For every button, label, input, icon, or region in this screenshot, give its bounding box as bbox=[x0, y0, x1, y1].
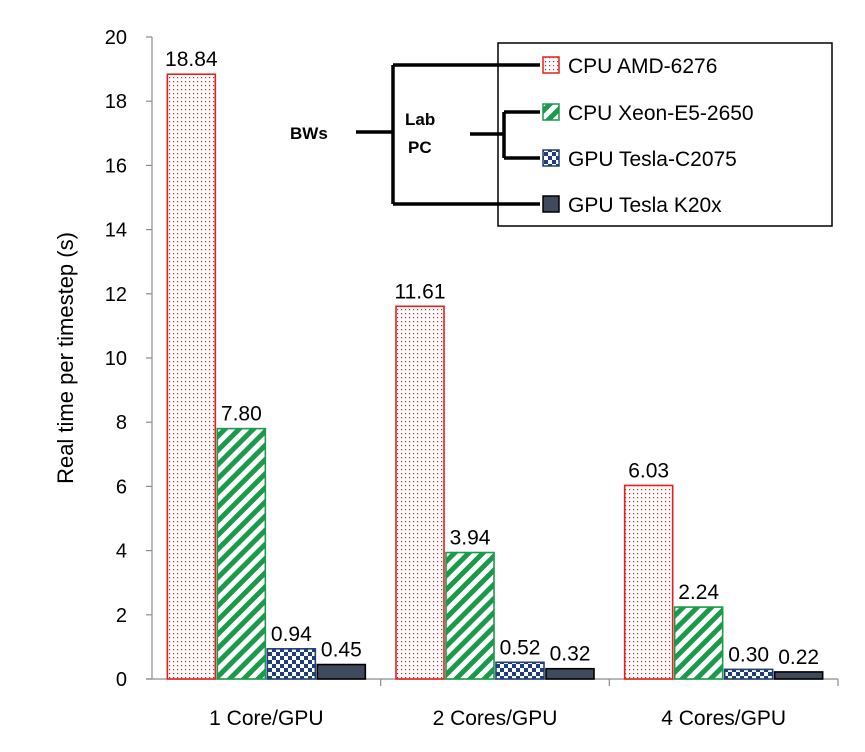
legend-group-pc: PC bbox=[408, 138, 432, 157]
data-label: 0.45 bbox=[321, 639, 362, 662]
data-label: 18.84 bbox=[165, 48, 218, 71]
data-label: 0.30 bbox=[728, 643, 769, 666]
data-label: 2.24 bbox=[678, 581, 719, 604]
bar bbox=[773, 671, 824, 680]
bars bbox=[166, 73, 824, 680]
y-tick-label: 12 bbox=[105, 284, 127, 306]
legend-swatch bbox=[542, 195, 560, 213]
legend-swatch bbox=[542, 103, 560, 121]
data-label: 11.61 bbox=[395, 280, 446, 303]
bar bbox=[266, 648, 317, 680]
legend-swatch bbox=[542, 56, 560, 74]
x-tick-label: 4 Cores/GPU bbox=[661, 707, 786, 730]
bar bbox=[723, 668, 774, 680]
bar bbox=[495, 661, 545, 680]
y-tick-label: 4 bbox=[116, 541, 127, 563]
legend-group-bws: BWs bbox=[290, 124, 328, 143]
y-tick-label: 14 bbox=[105, 220, 127, 242]
bar bbox=[623, 484, 674, 680]
y-tick-label: 16 bbox=[105, 155, 127, 177]
data-label: 0.94 bbox=[271, 623, 312, 646]
legend-group-lab: Lab bbox=[405, 110, 435, 129]
legend-label: GPU Tesla-C2075 bbox=[568, 148, 737, 171]
bar bbox=[166, 73, 217, 680]
bar bbox=[216, 427, 267, 680]
legend: BWs Lab PC CPU AMD-6276 CPU Xeon-E5-2650 G… bbox=[290, 42, 833, 227]
legend-label: GPU Tesla K20x bbox=[568, 194, 722, 217]
axes: 0 2 4 6 8 10 12 14 16 18 20 1 Core/GPU 2 Cores/GPU 4… bbox=[105, 27, 839, 730]
y-tick-label: 18 bbox=[105, 91, 127, 113]
bar bbox=[545, 667, 595, 680]
bar bbox=[673, 606, 724, 680]
legend-label: CPU Xeon-E5-2650 bbox=[568, 102, 754, 125]
data-label: 3.94 bbox=[450, 527, 491, 550]
data-label: 7.80 bbox=[221, 403, 262, 426]
y-tick-label: 20 bbox=[105, 27, 127, 49]
data-label: 0.32 bbox=[550, 643, 591, 666]
data-label: 6.03 bbox=[628, 459, 669, 482]
y-tick-label: 8 bbox=[116, 412, 127, 434]
legend-tree bbox=[356, 63, 540, 206]
data-labels: 18.84 7.80 0.94 0.45 11.61 3.94 0.52 0.32 6.03 2.… bbox=[165, 48, 819, 669]
data-label: 0.22 bbox=[778, 646, 819, 669]
y-tick-label: 10 bbox=[105, 348, 127, 370]
data-label: 0.52 bbox=[500, 636, 541, 659]
x-tick-label: 2 Cores/GPU bbox=[433, 707, 558, 730]
y-tick-label: 0 bbox=[116, 669, 127, 691]
bar bbox=[445, 551, 495, 680]
y-tick-label: 6 bbox=[116, 476, 127, 498]
y-tick-label: 2 bbox=[116, 605, 127, 627]
bar bbox=[395, 305, 445, 680]
bar bbox=[316, 663, 367, 680]
x-tick-label: 1 Core/GPU bbox=[209, 707, 323, 730]
legend-label: CPU AMD-6276 bbox=[568, 55, 717, 78]
legend-swatch bbox=[542, 149, 560, 167]
y-axis-label: Real time per timestep (s) bbox=[53, 232, 78, 484]
